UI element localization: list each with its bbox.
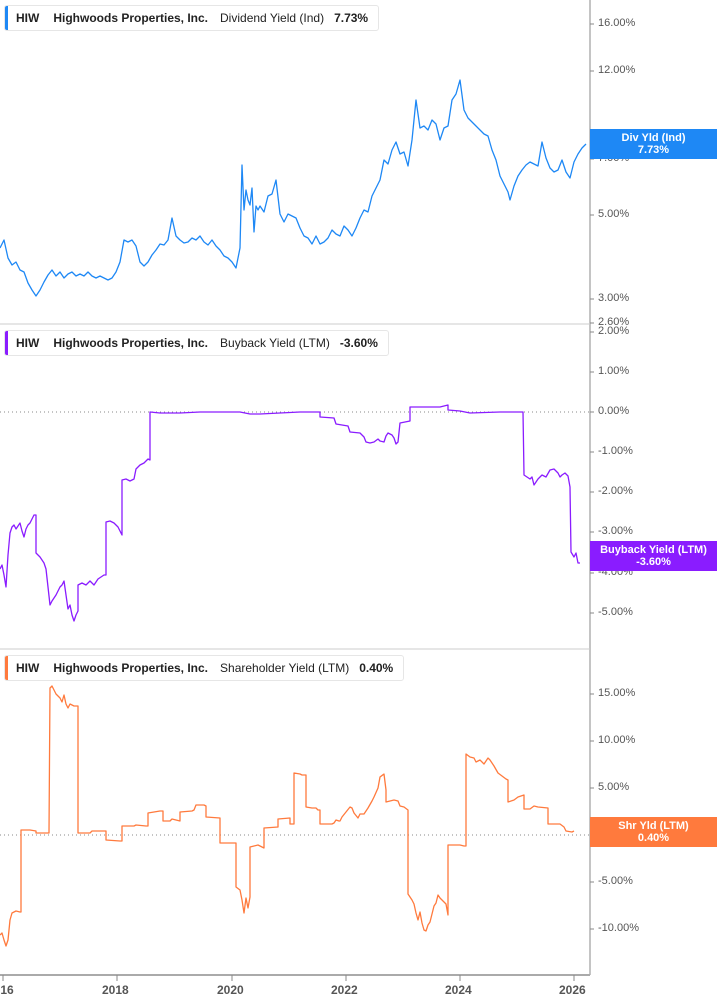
y-axis-ticks bbox=[590, 23, 594, 324]
y-tick-label: 16.00% bbox=[598, 17, 636, 29]
buyback-yield-panel: HIW Highwoods Properties, Inc. Buyback Y… bbox=[0, 325, 717, 650]
badge-label: Div Yld (Ind) bbox=[621, 132, 686, 144]
dividend-yield-panel: HIW Highwoods Properties, Inc. Dividend … bbox=[0, 0, 717, 328]
buyback-yield-legend[interactable]: HIW Highwoods Properties, Inc. Buyback Y… bbox=[4, 330, 389, 356]
metric-value: -3.60% bbox=[339, 336, 378, 350]
y-tick-label: -2.00% bbox=[598, 485, 633, 497]
series-color-swatch bbox=[5, 656, 8, 680]
company-name: Highwoods Properties, Inc. bbox=[53, 336, 209, 350]
y-tick-label: 0.00% bbox=[598, 405, 630, 417]
y-tick-label: 2.00% bbox=[598, 325, 630, 337]
dividend-yield-chart bbox=[0, 0, 594, 325]
ticker-label: HIW bbox=[16, 11, 40, 25]
company-name: Highwoods Properties, Inc. bbox=[53, 11, 209, 25]
y-axis-ticks bbox=[590, 331, 594, 614]
dividend-yield-line bbox=[0, 79, 587, 297]
buyback-yield-badge: Buyback Yield (LTM) -3.60% bbox=[590, 541, 717, 571]
x-tick-label: 2024 bbox=[445, 983, 472, 997]
metric-value: 0.40% bbox=[359, 661, 394, 675]
y-tick-label: 1.00% bbox=[598, 365, 630, 377]
y-tick-label: 15.00% bbox=[598, 687, 636, 699]
badge-value: 0.40% bbox=[637, 832, 670, 844]
y-tick-label: 2.60% bbox=[598, 316, 630, 328]
shareholder-yield-chart bbox=[0, 650, 594, 981]
x-tick-label: 2018 bbox=[102, 983, 129, 997]
buyback-yield-line bbox=[0, 404, 580, 622]
badge-label: Shr Yld (LTM) bbox=[618, 820, 689, 832]
dividend-yield-legend[interactable]: HIW Highwoods Properties, Inc. Dividend … bbox=[4, 5, 380, 31]
x-tick-label: 2022 bbox=[331, 983, 358, 997]
metric-name: Buyback Yield (LTM) bbox=[220, 336, 330, 350]
x-axis-ticks bbox=[2, 975, 575, 981]
dividend-yield-badge: Div Yld (Ind) 7.73% bbox=[590, 129, 717, 159]
series-color-swatch bbox=[5, 331, 8, 355]
metric-name: Dividend Yield (Ind) bbox=[220, 11, 325, 25]
ticker-label: HIW bbox=[16, 336, 40, 350]
shareholder-yield-line bbox=[0, 685, 575, 947]
ticker-label: HIW bbox=[16, 661, 40, 675]
badge-value: -3.60% bbox=[636, 556, 671, 568]
metric-value: 7.73% bbox=[334, 11, 369, 25]
y-tick-label: -5.00% bbox=[598, 606, 633, 618]
company-name: Highwoods Properties, Inc. bbox=[53, 661, 209, 675]
y-tick-label: 5.00% bbox=[598, 781, 630, 793]
y-axis-ticks bbox=[590, 693, 594, 930]
y-tick-label: 10.00% bbox=[598, 734, 636, 746]
shareholder-yield-legend[interactable]: HIW Highwoods Properties, Inc. Sharehold… bbox=[4, 655, 405, 681]
series-color-swatch bbox=[5, 6, 8, 30]
x-tick-label: 2020 bbox=[217, 983, 244, 997]
shareholder-yield-badge: Shr Yld (LTM) 0.40% bbox=[590, 817, 717, 847]
badge-value: 7.73% bbox=[637, 144, 670, 156]
x-tick-label: 2026 bbox=[559, 983, 586, 997]
y-tick-label: -5.00% bbox=[598, 875, 633, 887]
y-tick-label: -3.00% bbox=[598, 525, 633, 537]
x-tick-label: 2016 bbox=[0, 983, 14, 997]
y-tick-label: -1.00% bbox=[598, 445, 633, 457]
badge-label: Buyback Yield (LTM) bbox=[600, 544, 707, 556]
y-tick-label: 3.00% bbox=[598, 292, 630, 304]
metric-name: Shareholder Yield (LTM) bbox=[220, 661, 350, 675]
buyback-yield-chart bbox=[0, 325, 594, 650]
y-tick-label: -10.00% bbox=[598, 922, 639, 934]
y-tick-label: 12.00% bbox=[598, 64, 636, 76]
y-tick-label: 5.00% bbox=[598, 208, 630, 220]
shareholder-yield-panel: HIW Highwoods Properties, Inc. Sharehold… bbox=[0, 650, 717, 1005]
